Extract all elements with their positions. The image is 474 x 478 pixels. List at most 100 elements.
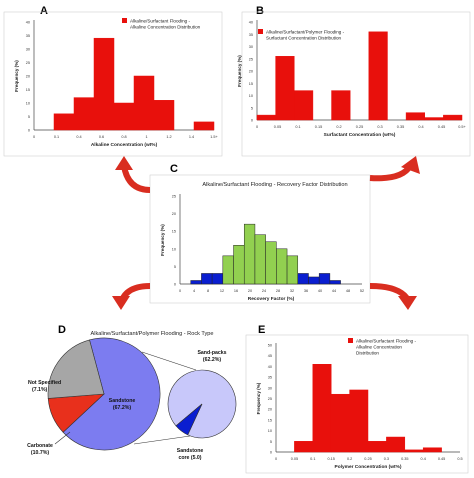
chart-c-bar [308,276,320,285]
chart-e-legend-text: Distribution [356,351,379,356]
panel-b-frame [241,11,471,157]
chart-b-legend-swatch [258,29,263,34]
chart-e-bar [404,449,424,453]
chart-e-xtick-label: 0.05 [291,457,298,461]
chart-b-bar [275,56,295,121]
chart-b-ytick-label: 40 [249,21,253,25]
chart-a-xtick-label: 0.4 [76,135,81,139]
chart-c-bar [318,273,331,285]
chart-a-bar [113,102,135,131]
chart-d-title: Alkaline/Surfactant/Polymer Flooding - R… [90,331,213,337]
chart-a-xtick-label: 1.5+ [210,135,218,139]
chart-b-bar [368,31,388,121]
chart-e-ytick-label: 15 [268,418,272,422]
chart-c-xtick-label: 40 [318,289,322,293]
chart-c-ytick-label: 5 [174,265,176,269]
chart-e-ytick-label: 5 [270,440,272,444]
panel-e-frame [245,334,469,474]
chart-b-xtick-label: 0.2 [336,125,341,129]
chart-a-legend-swatch [122,18,127,23]
chart-e-bar [386,436,406,453]
chart-c-xtick-label: 12 [220,289,224,293]
panel-letter-a: A [40,5,48,17]
chart-b-ytick-label: 0 [251,119,253,123]
chart-a-legend-text: Alkaline/Surfactant Flooding - [130,19,190,24]
chart-a-xtick-label: 0.1 [54,135,59,139]
chart-e-ytick-label: 50 [268,344,272,348]
chart-c-ylabel: Frequency (%) [160,224,165,256]
chart-c-xtick-label: 4 [193,289,195,293]
chart-a-ytick-label: 5 [28,115,30,119]
chart-b-legend-text: Surfactant Concentration Distribution [266,36,342,41]
chart-c-xtick-label: 52 [360,289,364,293]
chart-c-title: Alkaline/Surfactant Flooding - Recovery … [202,182,347,188]
chart-c-xtick-label: 24 [262,289,266,293]
chart-a-ytick-label: 40 [26,21,30,25]
chart-c-ytick-label: 0 [174,283,176,287]
chart-a-ytick-label: 25 [26,61,30,65]
chart-e-ytick-label: 45 [268,354,272,358]
panel-c-frame [149,174,371,304]
chart-c-ytick-label: 15 [172,230,176,234]
chart-e-ytick-label: 40 [268,365,272,369]
chart-c-xtick-label: 36 [304,289,308,293]
chart-a-ytick-label: 15 [26,88,30,92]
chart-e-legend-text: Alkaline/Surfactant Flooding - [356,339,416,344]
chart-b-xtick-label: 0.25 [356,125,363,129]
chart-b-bar [424,117,444,121]
arrow-to-e-head [398,296,417,310]
chart-e-ytick-label: 35 [268,376,272,380]
chart-c-xtick-label: 28 [276,289,280,293]
chart-b-ytick-label: 15 [249,82,253,86]
panel-letter-d: D [58,324,66,336]
chart-a-ytick-label: 0 [28,129,30,133]
chart-b: 0 5 10 15 20 25 30 35 40 Frequency (%) 0 0.05 0.1 0.1… [237,20,467,138]
chart-b-xtick-label: 0.35 [397,125,404,129]
chart-b-xlabel: Surfactant Concentration (wt%) [324,132,396,138]
chart-e-bar [294,441,314,453]
pie-pct-label: (10.7%) [31,450,49,456]
sub-pie-label: Sand-packs [197,350,226,356]
chart-a-xtick-label: 1.2 [166,135,171,139]
panel-letter-c: C [170,163,178,175]
chart-a-ytick-label: 20 [26,75,30,79]
chart-c-bar [233,245,245,285]
chart-c-bar [254,234,266,285]
chart-e-bar [367,441,387,453]
chart-e-xtick-label: 0.25 [364,457,371,461]
chart-e: 0 5 10 15 20 25 30 35 40 45 50 Frequency (%) 0 0.05 0.… [256,338,463,470]
panel-letter-e: E [258,324,265,336]
chart-a-xtick-label: 0.8 [121,135,126,139]
chart-b-bar [331,90,351,121]
chart-b-ytick-label: 5 [251,106,253,110]
pie-slice [47,339,105,399]
chart-e-xtick-label: 0.45 [438,457,445,461]
chart-a-ytick-label: 35 [26,34,30,38]
chart-e-xtick-label: 0.1 [310,457,315,461]
arrow-to-a-head [115,156,133,170]
chart-b-xtick-label: 0 [256,125,258,129]
sub-pie-label2: core (5.0) [178,455,201,461]
chart-b-ytick-label: 20 [249,70,253,74]
chart-e-bar [422,447,442,453]
pie-label: Carbonate [27,443,53,449]
chart-e-xtick-label: 0.3 [384,457,389,461]
sub-pie-slice [175,403,203,436]
chart-c-ytick-label: 10 [172,247,176,251]
chart-c-bar [222,255,234,285]
sub-pie-label: Sandstone [177,448,204,454]
flow-arrows [112,156,420,310]
chart-c-xtick-label: 16 [234,289,238,293]
chart-a-bar [153,100,175,131]
chart-e-xtick-label: 0.5 [457,457,462,461]
chart-b-xtick-label: 0.1 [295,125,300,129]
chart-c-xlabel: Recovery Factor (%) [248,296,295,302]
pie-pct-label: (7.1%) [32,387,48,393]
chart-b-xtick-label: 0.15 [315,125,322,129]
chart-b-ylabel: Frequency (%) [237,55,242,87]
chart-e-ytick-label: 25 [268,397,272,401]
chart-c-bar [190,280,202,285]
pie-leader-line [54,431,71,445]
pie-label: Sandstone [109,398,136,404]
chart-b-bar [443,114,463,121]
